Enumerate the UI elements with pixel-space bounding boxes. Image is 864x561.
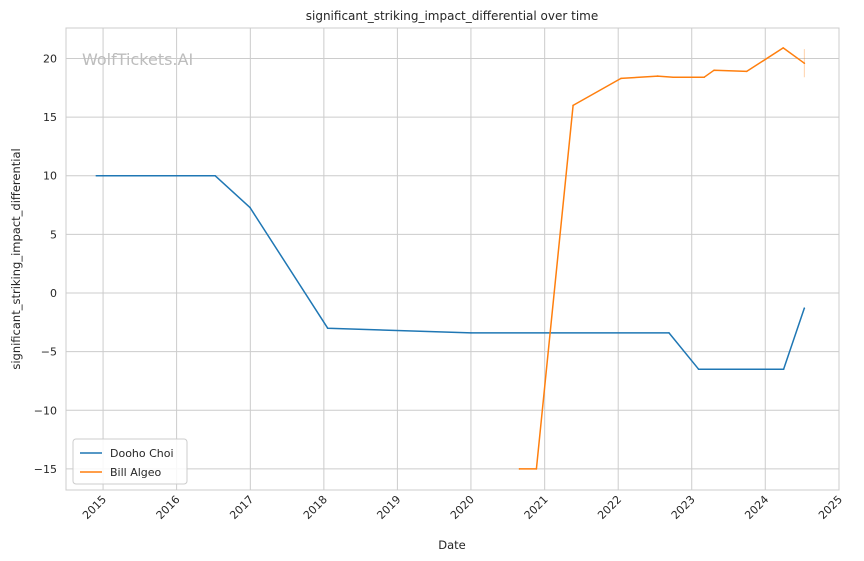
series-layer [95,47,806,470]
y-tick-label-15: −15 [34,463,57,476]
data-point-dooho-choi-1 [214,174,216,177]
data-point-bill-algeo-3 [620,77,622,80]
legend-label-dooho-choi: Dooho Choi [110,447,174,460]
y-tick-label-5: 5 [50,228,57,241]
plot-frame [65,27,840,491]
data-point-dooho-choi-8 [803,307,806,310]
x-tick-label-2023: 2023 [669,493,698,522]
data-point-bill-algeo-1 [535,468,538,470]
data-point-bill-algeo-10 [803,62,806,64]
y-tick-label-20: 20 [43,52,57,65]
series-line-bill-algeo [518,47,806,470]
grid [66,28,840,490]
data-point-bill-algeo-2 [572,104,574,107]
x-tick-label-2018: 2018 [301,493,330,522]
y-tick-label-10: −10 [34,404,57,417]
data-point-dooho-choi-0 [95,174,98,177]
data-point-bill-algeo-9 [782,47,784,49]
y-axis-label: significant_striking_impact_differential [9,148,23,369]
data-point-dooho-choi-2 [249,206,251,209]
x-tick-label-2025: 2025 [816,493,845,522]
x-tick-label-2020: 2020 [448,493,477,522]
x-tick-label-2019: 2019 [374,493,403,522]
y-tick-label-5: −5 [41,346,57,359]
legend-label-bill-algeo: Bill Algeo [110,466,162,479]
data-point-dooho-choi-4 [470,332,472,334]
x-axis-label: Date [438,538,466,552]
x-tick-label-2022: 2022 [595,493,624,522]
x-tick-label-2016: 2016 [154,493,183,522]
y-tick-label-10: 10 [43,170,57,183]
watermark: WolfTickets.AI [82,50,193,69]
x-tick-label-2021: 2021 [522,493,551,522]
y-tick-label-0: 0 [50,287,57,300]
series-line-dooho-choi [95,174,806,370]
data-point-dooho-choi-7 [782,368,785,371]
data-point-bill-algeo-6 [703,76,706,79]
legend: Dooho Choi Bill Algeo [72,438,188,485]
data-point-dooho-choi-5 [668,332,670,334]
data-point-dooho-choi-6 [697,368,700,371]
data-point-dooho-choi-3 [326,327,329,329]
data-point-bill-algeo-5 [672,76,674,79]
x-tick-label-2015: 2015 [80,493,109,522]
x-tick-label-2017: 2017 [227,493,256,522]
chart-title: significant_striking_impact_differential… [306,9,598,23]
y-axis-ticks: −15 −10 −5 0 5 10 15 20 [34,52,57,475]
data-point-bill-algeo-8 [745,70,748,73]
data-point-bill-algeo-0 [518,468,521,470]
x-axis-ticks: 2015 2016 2017 2018 2019 2020 2021 2022 2023 2024… [80,493,845,522]
data-point-bill-algeo-7 [713,69,715,72]
data-point-bill-algeo-4 [656,75,659,77]
y-tick-label-15: 15 [43,111,57,124]
x-tick-label-2024: 2024 [742,493,771,522]
